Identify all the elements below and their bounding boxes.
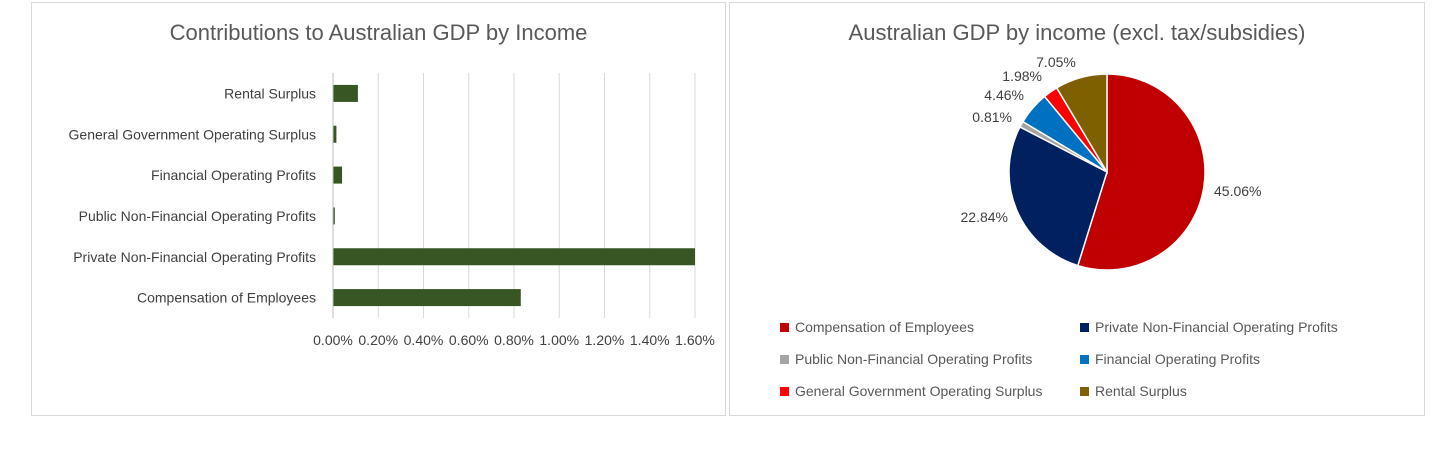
x-tick-label: 0.80% [494,332,534,348]
bar-chart-title: Contributions to Australian GDP by Incom… [169,20,588,45]
pie-data-label: 1.98% [1002,68,1042,84]
x-tick-label: 0.40% [404,332,444,348]
legend-item: Compensation of Employees [780,319,974,335]
legend-swatch [780,387,789,396]
pie-chart-svg: 45.06% 22.84% 0.81% 4.46% 1.98%7.05% [961,54,1261,271]
legend-label: Private Non-Financial Operating Profits [1095,319,1338,335]
x-tick-label: 1.20% [585,332,625,348]
pie-slice [1076,73,1206,271]
legend-item: General Government Operating Surplus [780,383,1042,399]
x-tick-label: 0.20% [358,332,398,348]
legend-item: Financial Operating Profits [1080,351,1260,367]
legend-swatch [1080,355,1089,364]
legend-swatch [1080,387,1089,396]
x-tick-label: 1.60% [675,332,715,348]
bar [333,84,358,102]
legend-label: General Government Operating Surplus [795,383,1043,399]
category-label: General Government Operating Surplus [69,126,316,142]
bar [333,207,335,225]
bar-chart-svg: 0.00% 0.20% 0.40% 0.60% 0.80% 1.00% 1.20% 1.40%… [69,73,715,348]
category-label: Rental Surplus [224,85,316,101]
category-label: Private Non-Financial Operating Profits [73,249,316,265]
bar [333,166,343,184]
x-tick-label: 1.00% [539,332,579,348]
category-label: Financial Operating Profits [151,167,316,183]
x-tick-label: 0.00% [313,332,353,348]
legend-label: Financial Operating Profits [1095,351,1260,367]
pie-chart-panel: Australian GDP by income (excl. tax/subs… [729,2,1425,416]
category-label: Public Non-Financial Operating Profits [79,208,316,224]
legend-label: Public Non-Financial Operating Profits [795,351,1033,367]
legend-item: Public Non-Financial Operating Profits [780,351,1032,367]
category-label: Compensation of Employees [137,290,316,306]
bar-chart-panel: Contributions to Australian GDP by Incom… [31,2,726,416]
pie-data-label: 22.84% [961,209,1008,225]
x-tick-label: 1.40% [630,332,670,348]
x-tick-label: 0.60% [449,332,489,348]
bar [333,248,695,266]
pie-slice [1055,73,1108,175]
pie-data-label: 0.81% [972,109,1012,125]
legend-swatch [780,323,789,332]
legend-label: Rental Surplus [1095,383,1187,399]
pie-data-label: 7.05% [1036,54,1076,70]
pie-chart-title: Australian GDP by income (excl. tax/subs… [848,20,1306,45]
pie-data-label: 45.06% [1214,183,1261,199]
pie-slice [1008,125,1108,267]
legend-label: Compensation of Employees [795,319,974,335]
legend-swatch [780,355,789,364]
legend-item: Private Non-Financial Operating Profits [1080,319,1338,335]
bar [333,289,521,307]
legend-item: Rental Surplus [1080,383,1187,399]
bar [333,125,337,143]
legend-swatch [1080,323,1089,332]
pie-data-label: 4.46% [984,87,1024,103]
